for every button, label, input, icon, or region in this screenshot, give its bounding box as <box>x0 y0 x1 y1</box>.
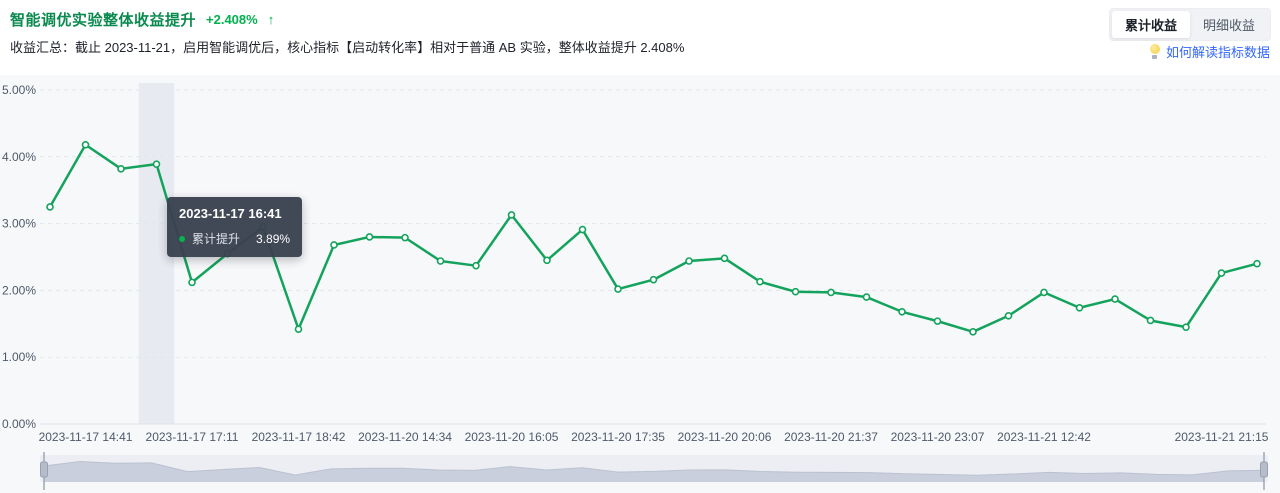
x-axis-label: 2023-11-20 17:35 <box>571 430 665 444</box>
data-point[interactable] <box>898 307 906 316</box>
header: 智能调优实验整体收益提升 +2.408% ↑ 收益汇总：截止 2023-11-2… <box>0 0 1280 75</box>
hover-highlight-band <box>138 83 175 424</box>
datazoom-right-handle[interactable] <box>1260 452 1268 490</box>
data-point[interactable] <box>933 317 942 325</box>
title-row: 智能调优实验整体收益提升 +2.408% ↑ <box>10 9 274 30</box>
x-axis-label: 2023-11-20 20:06 <box>678 430 772 444</box>
x-axis-label: 2023-11-20 23:07 <box>891 430 985 444</box>
data-point[interactable] <box>507 211 516 219</box>
y-axis-label: 1.00% <box>2 350 36 364</box>
data-point[interactable] <box>117 165 125 173</box>
data-point[interactable] <box>649 275 658 284</box>
x-axis-label: 2023-11-17 14:41 <box>39 430 133 444</box>
page-title: 智能调优实验整体收益提升 <box>10 12 197 29</box>
datazoom-left-handle[interactable] <box>40 452 48 490</box>
series-line <box>48 143 1259 334</box>
up-arrow-icon: ↑ <box>267 12 275 27</box>
datazoom-series-outline <box>43 460 1265 476</box>
data-point[interactable] <box>294 325 303 333</box>
data-point[interactable] <box>365 233 374 241</box>
data-point[interactable] <box>543 256 551 265</box>
datazoom-slider[interactable] <box>0 450 1280 493</box>
x-axis-label: 2023-11-20 21:37 <box>784 430 878 444</box>
y-axis-label: 2.00% <box>2 283 36 297</box>
data-point[interactable] <box>756 277 764 286</box>
delta-badge: +2.408% <box>206 12 258 27</box>
data-point[interactable] <box>259 223 267 231</box>
lightbulb-icon <box>1149 43 1161 60</box>
data-point[interactable] <box>472 261 480 270</box>
y-axis-label: 5.00% <box>2 83 36 97</box>
line-chart[interactable]: 5.00%4.00%3.00%2.00%1.00%0.00%2023-11-17… <box>0 75 1280 450</box>
data-point[interactable] <box>720 254 729 263</box>
data-point[interactable] <box>436 257 445 265</box>
data-point[interactable] <box>330 241 338 249</box>
data-point[interactable] <box>578 225 587 234</box>
chart-section: 5.00% 4.00% 3.00% 2.00% 1.00% 0.00% 2023-11-17… <box>0 75 1280 493</box>
data-point[interactable] <box>614 285 622 293</box>
y-axis-label: 0.00% <box>2 417 36 431</box>
data-point[interactable] <box>81 140 90 149</box>
help-link-label: 如何解读指标数据 <box>1165 45 1270 60</box>
data-point[interactable] <box>1217 269 1226 277</box>
x-axis-label: 2023-11-21 21:15 <box>1175 430 1269 444</box>
x-axis-label: 2023-11-21 12:42 <box>997 430 1091 444</box>
data-point[interactable] <box>1253 259 1261 268</box>
y-axis-label: 4.00% <box>2 150 36 164</box>
data-point[interactable] <box>685 257 693 265</box>
toggle-cumulative-revenue[interactable]: 累计收益 <box>1111 11 1190 38</box>
data-point[interactable] <box>188 278 196 287</box>
summary-text: 收益汇总：截止 2023-11-21，启用智能调优后，核心指标【启动转化率】相对… <box>10 40 685 55</box>
x-axis-label: 2023-11-20 14:34 <box>358 430 452 444</box>
data-point[interactable] <box>401 233 409 242</box>
help-link[interactable]: 如何解读指标数据 <box>1149 42 1270 61</box>
data-point[interactable] <box>862 293 871 301</box>
revenue-toggle-group: 累计收益 明细收益 <box>1108 8 1271 41</box>
data-point[interactable] <box>1075 303 1084 312</box>
data-point[interactable] <box>969 328 977 336</box>
data-point[interactable] <box>46 203 54 211</box>
data-point[interactable] <box>1004 311 1013 320</box>
x-axis-label: 2023-11-20 16:05 <box>465 430 559 444</box>
x-axis-label: 2023-11-17 17:11 <box>146 430 239 444</box>
data-point[interactable] <box>791 287 800 296</box>
data-point[interactable] <box>1146 316 1155 325</box>
data-point[interactable] <box>223 249 232 258</box>
data-point[interactable] <box>1111 295 1119 303</box>
data-point-highlighted[interactable] <box>152 160 161 168</box>
data-point[interactable] <box>1040 288 1048 297</box>
toggle-detail-revenue[interactable]: 明细收益 <box>1190 11 1268 38</box>
data-point[interactable] <box>1182 323 1190 331</box>
y-axis-label: 3.00% <box>2 217 36 231</box>
x-axis-label: 2023-11-17 18:42 <box>252 430 346 444</box>
data-point[interactable] <box>827 288 835 297</box>
